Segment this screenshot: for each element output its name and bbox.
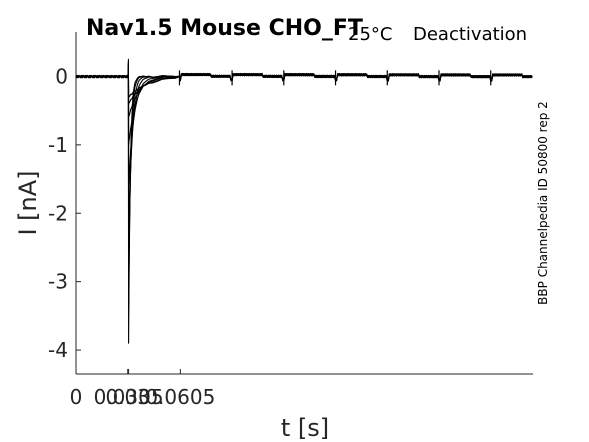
current-trace: [75, 60, 533, 310]
y-tick-label: -2: [48, 201, 68, 225]
x-tick-label: 0: [70, 385, 83, 409]
y-axis-label: I [nA]: [14, 170, 42, 235]
x-axis-label: t [s]: [281, 414, 329, 442]
y-tick-label: -4: [48, 338, 68, 362]
chart-title: Nav1.5 Mouse CHO_FT: [86, 16, 363, 41]
temperature-label: 25°C: [348, 24, 392, 45]
current-trace: [75, 61, 533, 276]
current-trace: [75, 58, 533, 344]
protocol-label: Deactivation: [413, 24, 527, 45]
current-trace: [75, 69, 533, 98]
y-tick-label: 0: [55, 64, 68, 88]
x-tick-label: 0.0305: [94, 385, 164, 409]
x-tick-label: 0.03: [105, 385, 150, 409]
channelpedia-id-label: BBP Channelpedia ID 50800 rep 2: [536, 101, 550, 305]
x-tick-label: 0.0605: [145, 385, 215, 409]
current-traces: [75, 58, 533, 344]
current-trace: [75, 65, 533, 146]
y-tick-label: -3: [48, 270, 68, 294]
y-tick-label: -1: [48, 133, 68, 157]
current-trace: [75, 64, 533, 187]
current-trace: [75, 62, 533, 235]
y-ticks: 0 -1 -2 -3 -4: [48, 64, 81, 362]
